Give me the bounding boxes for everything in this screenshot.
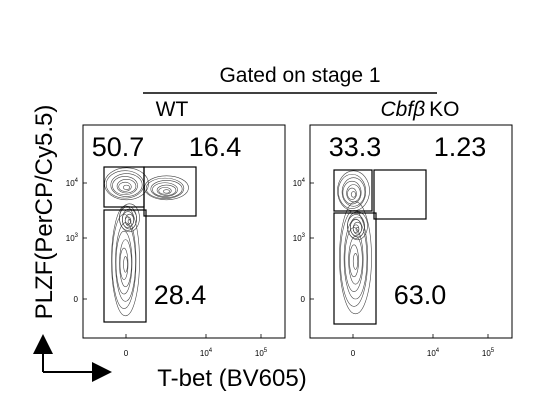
tick-label: 103	[293, 233, 306, 243]
y-axis-label: PLZF(PerCP/Cy5.5)	[31, 105, 58, 320]
gate	[143, 166, 197, 217]
contour	[158, 187, 172, 195]
contour	[339, 210, 369, 307]
tick-exp: 4	[75, 178, 79, 184]
gate	[333, 212, 377, 325]
contour	[349, 244, 359, 278]
gate-percentage: 1.23	[434, 132, 487, 162]
contour	[105, 170, 145, 199]
contour	[339, 201, 372, 315]
tick-label: 103	[66, 233, 79, 243]
contour	[118, 181, 132, 192]
gate	[373, 169, 427, 220]
tick-label: 104	[293, 178, 306, 188]
tick-exp: 5	[264, 348, 268, 354]
gate	[333, 169, 373, 212]
tick-label: 0	[301, 295, 306, 304]
contour	[119, 203, 140, 233]
tick-label: 104	[66, 178, 79, 188]
contour	[152, 182, 178, 197]
x-axis-label: T-bet (BV605)	[157, 365, 306, 392]
contour	[119, 239, 132, 288]
gate-percentage: 33.3	[329, 132, 382, 162]
contour	[116, 179, 137, 194]
contour	[112, 176, 138, 196]
panel-title: WT	[156, 98, 189, 121]
gate	[103, 209, 147, 323]
tick-label: 0	[124, 349, 129, 358]
tick-base: 10	[482, 349, 491, 358]
contour	[115, 222, 136, 302]
tick-text: 0	[351, 349, 356, 358]
gate-percentage: 28.4	[154, 280, 207, 310]
contour	[347, 211, 368, 241]
gate-percentage: 50.7	[92, 132, 145, 162]
tick-text: 0	[124, 349, 129, 358]
contour	[110, 173, 143, 197]
tick-label: 105	[255, 348, 268, 358]
contour	[352, 253, 359, 270]
gate-percentage: 16.4	[189, 132, 242, 162]
tick-base: 10	[427, 349, 436, 358]
tick-exp: 3	[75, 233, 79, 239]
plot-frame	[309, 124, 513, 339]
tick-base: 10	[255, 349, 264, 358]
header-title: Gated on stage 1	[219, 64, 380, 87]
tick-base: 10	[200, 349, 209, 358]
tick-base: 10	[66, 179, 75, 188]
contour	[111, 205, 140, 317]
tick-exp: 4	[302, 178, 306, 184]
contour	[342, 180, 362, 205]
tick-text: 0	[301, 295, 306, 304]
tick-exp: 4	[209, 348, 213, 354]
contour	[347, 187, 357, 200]
tick-base: 10	[66, 234, 75, 243]
plot-frame	[82, 124, 286, 339]
tick-exp: 5	[491, 348, 495, 354]
contour	[341, 177, 366, 207]
panel-title-rest: KO	[429, 98, 459, 121]
tick-label: 104	[427, 348, 440, 358]
tick-label: 105	[482, 348, 495, 358]
contour	[156, 184, 177, 196]
contour	[123, 184, 130, 190]
panel-title: Cbfβ KO	[380, 98, 459, 121]
contour	[163, 189, 170, 194]
contour	[337, 173, 367, 209]
contour	[123, 256, 128, 273]
contour	[344, 227, 364, 292]
contour	[348, 235, 363, 285]
tick-exp: 4	[436, 348, 440, 354]
contour	[346, 184, 361, 203]
tick-label: 0	[74, 295, 79, 304]
tick-text: 0	[74, 295, 79, 304]
tick-base: 10	[293, 179, 302, 188]
gate-percentage: 63.0	[394, 280, 447, 310]
contour	[115, 230, 133, 295]
contour	[145, 177, 185, 199]
tick-exp: 3	[302, 233, 306, 239]
contour	[119, 247, 129, 280]
panel-title-italic: Cbfβ	[380, 98, 425, 121]
contour	[343, 218, 368, 300]
tick-base: 10	[293, 234, 302, 243]
contour	[350, 191, 357, 198]
tick-label: 0	[351, 349, 356, 358]
contour	[150, 180, 183, 198]
tick-label: 104	[200, 348, 213, 358]
